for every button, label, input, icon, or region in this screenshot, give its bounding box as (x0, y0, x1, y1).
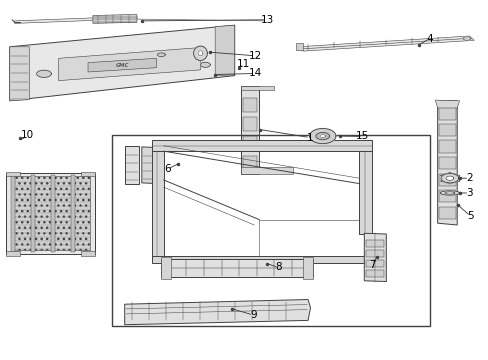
Polygon shape (11, 176, 90, 250)
Polygon shape (434, 100, 459, 108)
Text: 12: 12 (248, 51, 262, 61)
Polygon shape (161, 257, 171, 279)
Bar (438, 107, 455, 120)
Polygon shape (151, 140, 371, 151)
Text: 2: 2 (465, 173, 472, 183)
Polygon shape (6, 251, 20, 256)
Text: 1: 1 (306, 132, 313, 143)
Text: 7: 7 (368, 260, 375, 270)
Polygon shape (303, 257, 312, 279)
Polygon shape (93, 14, 137, 23)
Polygon shape (193, 46, 207, 60)
Polygon shape (200, 62, 210, 67)
Polygon shape (444, 192, 454, 194)
Polygon shape (151, 151, 163, 259)
Polygon shape (6, 173, 95, 254)
Polygon shape (124, 146, 139, 184)
Text: 6: 6 (163, 164, 170, 174)
Bar (365, 240, 384, 247)
Polygon shape (309, 129, 335, 144)
Bar (438, 190, 455, 202)
Polygon shape (71, 175, 75, 252)
Polygon shape (88, 58, 156, 72)
Polygon shape (142, 147, 157, 184)
Bar (243, 136, 256, 150)
Polygon shape (198, 51, 203, 56)
Polygon shape (437, 101, 456, 225)
Text: 15: 15 (355, 131, 369, 141)
Text: 5: 5 (466, 211, 473, 221)
Text: 13: 13 (260, 15, 274, 25)
Bar (438, 207, 455, 219)
Polygon shape (151, 256, 371, 263)
Polygon shape (319, 135, 325, 138)
Bar (112, 135, 429, 326)
Bar (438, 174, 455, 186)
Polygon shape (298, 36, 473, 51)
Text: 14: 14 (248, 68, 262, 78)
Bar (365, 270, 384, 277)
Polygon shape (445, 176, 453, 180)
Polygon shape (364, 233, 386, 282)
Polygon shape (15, 16, 137, 23)
Polygon shape (31, 175, 35, 252)
Polygon shape (240, 86, 273, 90)
Bar (243, 156, 256, 169)
Text: 4: 4 (425, 34, 432, 44)
Polygon shape (359, 151, 371, 234)
Polygon shape (124, 300, 310, 325)
Bar (243, 117, 256, 131)
Polygon shape (240, 167, 293, 174)
Bar (243, 98, 256, 112)
Bar (438, 140, 455, 153)
Polygon shape (240, 86, 259, 174)
Polygon shape (10, 47, 29, 101)
Bar (365, 250, 384, 257)
Polygon shape (6, 172, 20, 176)
Polygon shape (10, 25, 234, 101)
Polygon shape (59, 48, 200, 81)
Bar (438, 124, 455, 136)
Polygon shape (215, 25, 234, 76)
Polygon shape (81, 172, 95, 176)
Text: 11: 11 (236, 59, 250, 69)
Text: 8: 8 (275, 262, 282, 273)
Text: GMC: GMC (115, 63, 129, 68)
Text: 10: 10 (20, 130, 33, 140)
Polygon shape (315, 132, 329, 140)
Polygon shape (161, 259, 312, 277)
Polygon shape (440, 174, 458, 183)
Polygon shape (51, 175, 55, 252)
Polygon shape (296, 43, 303, 50)
Polygon shape (462, 37, 470, 40)
Polygon shape (81, 251, 95, 256)
Polygon shape (157, 53, 165, 57)
Bar (365, 260, 384, 267)
Polygon shape (11, 175, 15, 252)
Polygon shape (439, 191, 459, 195)
Polygon shape (37, 70, 51, 77)
Text: 9: 9 (249, 310, 256, 320)
Bar (438, 157, 455, 169)
Text: 3: 3 (465, 188, 472, 198)
